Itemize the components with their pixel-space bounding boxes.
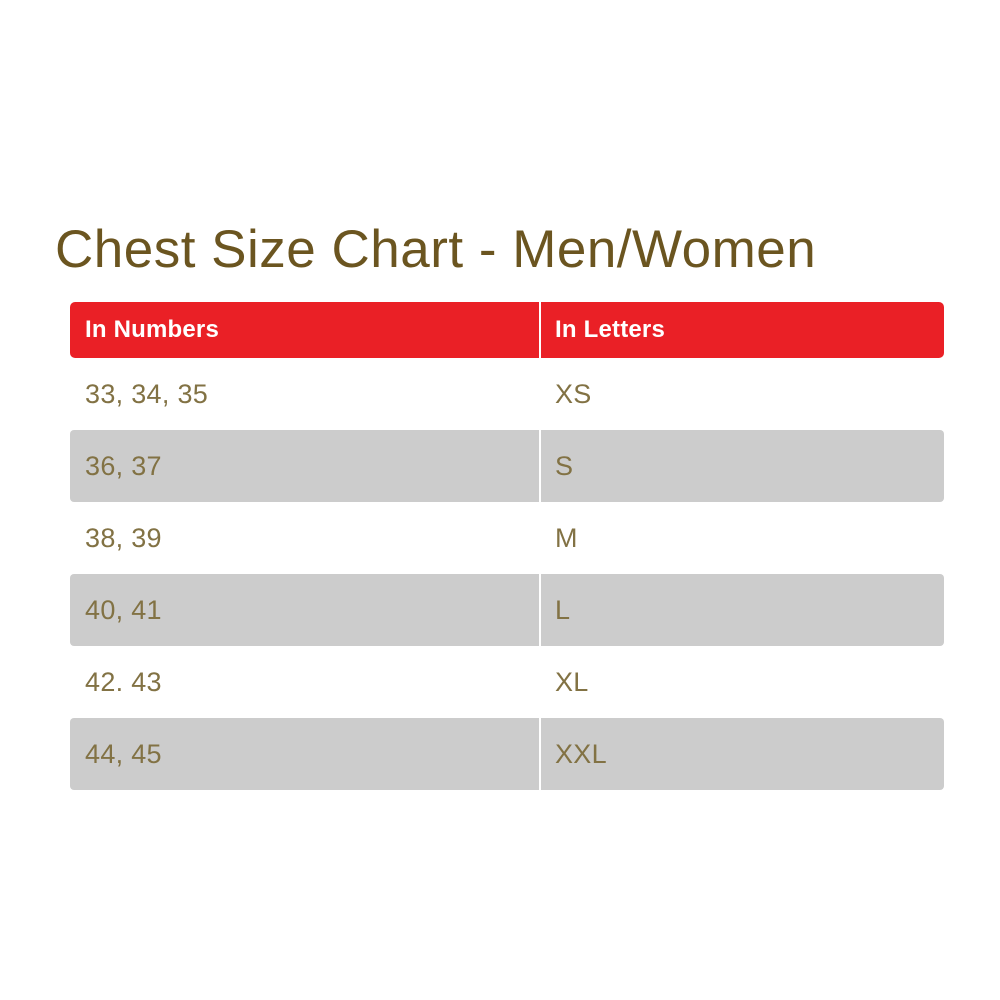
table-body: 33, 34, 35 XS 36, 37 S 38, 39 M 40, 41 L… — [70, 358, 944, 790]
cell-numbers: 44, 45 — [70, 718, 541, 790]
table-header-row: In Numbers In Letters — [70, 302, 944, 358]
cell-numbers: 36, 37 — [70, 430, 541, 502]
cell-letters: S — [541, 430, 944, 502]
column-header-in-numbers: In Numbers — [70, 302, 541, 358]
table-row: 42. 43 XL — [70, 646, 944, 718]
chest-size-table: In Numbers In Letters 33, 34, 35 XS 36, … — [70, 302, 944, 790]
table-header: In Numbers In Letters — [70, 302, 944, 358]
page-title: Chest Size Chart - Men/Women — [55, 219, 817, 279]
table-row: 40, 41 L — [70, 574, 944, 646]
column-header-in-letters: In Letters — [541, 302, 944, 358]
table-row: 33, 34, 35 XS — [70, 358, 944, 430]
cell-letters: XXL — [541, 718, 944, 790]
cell-letters: XL — [541, 646, 944, 718]
cell-letters: M — [541, 502, 944, 574]
cell-numbers: 38, 39 — [70, 502, 541, 574]
cell-letters: L — [541, 574, 944, 646]
table-row: 44, 45 XXL — [70, 718, 944, 790]
cell-numbers: 42. 43 — [70, 646, 541, 718]
table-row: 36, 37 S — [70, 430, 944, 502]
cell-numbers: 40, 41 — [70, 574, 541, 646]
table-row: 38, 39 M — [70, 502, 944, 574]
cell-letters: XS — [541, 358, 944, 430]
cell-numbers: 33, 34, 35 — [70, 358, 541, 430]
